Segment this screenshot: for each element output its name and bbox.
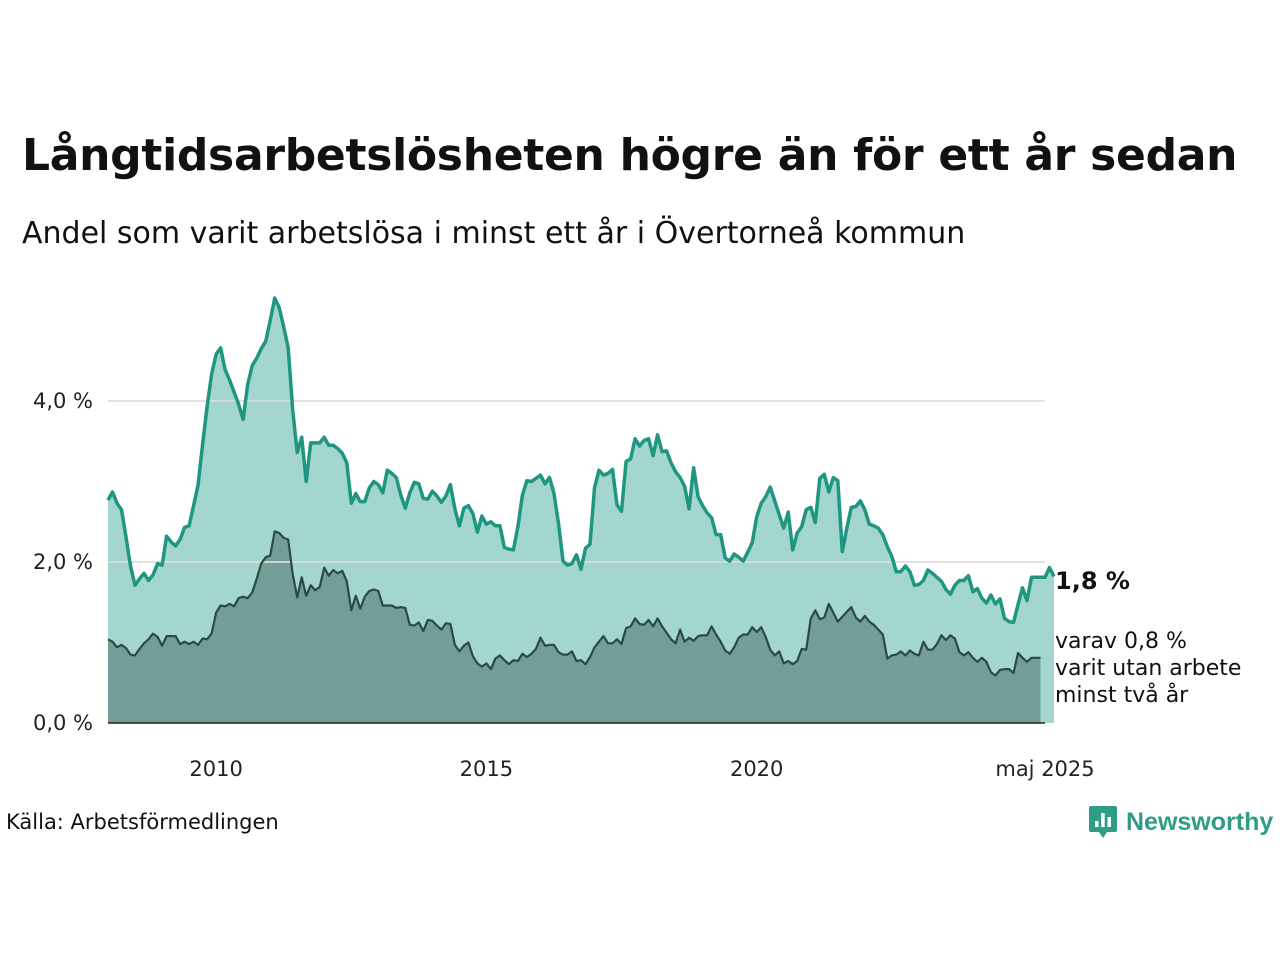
x-tick-labels: 2010 2015 2020 maj 2025 [189, 757, 1094, 781]
series-lines [106, 296, 1056, 677]
source-note: Källa: Arbetsförmedlingen [6, 810, 279, 834]
y-tick-label: 2,0 % [33, 550, 93, 574]
series-2-end-label-line: minst två år [1055, 682, 1189, 708]
newsworthy-logo-icon [1089, 806, 1117, 838]
chart-title: Långtidsarbetslösheten högre än för ett … [22, 130, 1238, 181]
x-tick-label: maj 2025 [995, 757, 1094, 781]
x-tick-label: 2010 [189, 757, 242, 781]
newsworthy-logo-text: Newsworthy [1126, 807, 1274, 836]
y-tick-labels: 0,0 % 2,0 % 4,0 % [33, 389, 93, 735]
series-2-end-label-line: varit utan arbete [1055, 656, 1241, 681]
series-2-line [107, 530, 1041, 677]
y-gridlines [108, 400, 1045, 724]
x-tick-label: 2015 [460, 757, 513, 781]
series-2-area [108, 531, 1041, 723]
y-tick-label: 0,0 % [33, 711, 93, 735]
y-tick-label: 4,0 % [33, 389, 93, 413]
series-1-end-label: 1,8 % [1055, 567, 1130, 595]
x-tick-label: 2020 [730, 757, 783, 781]
series-2-end-label-line: varav 0,8 % [1055, 629, 1187, 654]
chart-subtitle: Andel som varit arbetslösa i minst ett å… [22, 216, 966, 251]
series-1-line [106, 296, 1056, 625]
newsworthy-logo[interactable]: Newsworthy [1088, 804, 1273, 840]
